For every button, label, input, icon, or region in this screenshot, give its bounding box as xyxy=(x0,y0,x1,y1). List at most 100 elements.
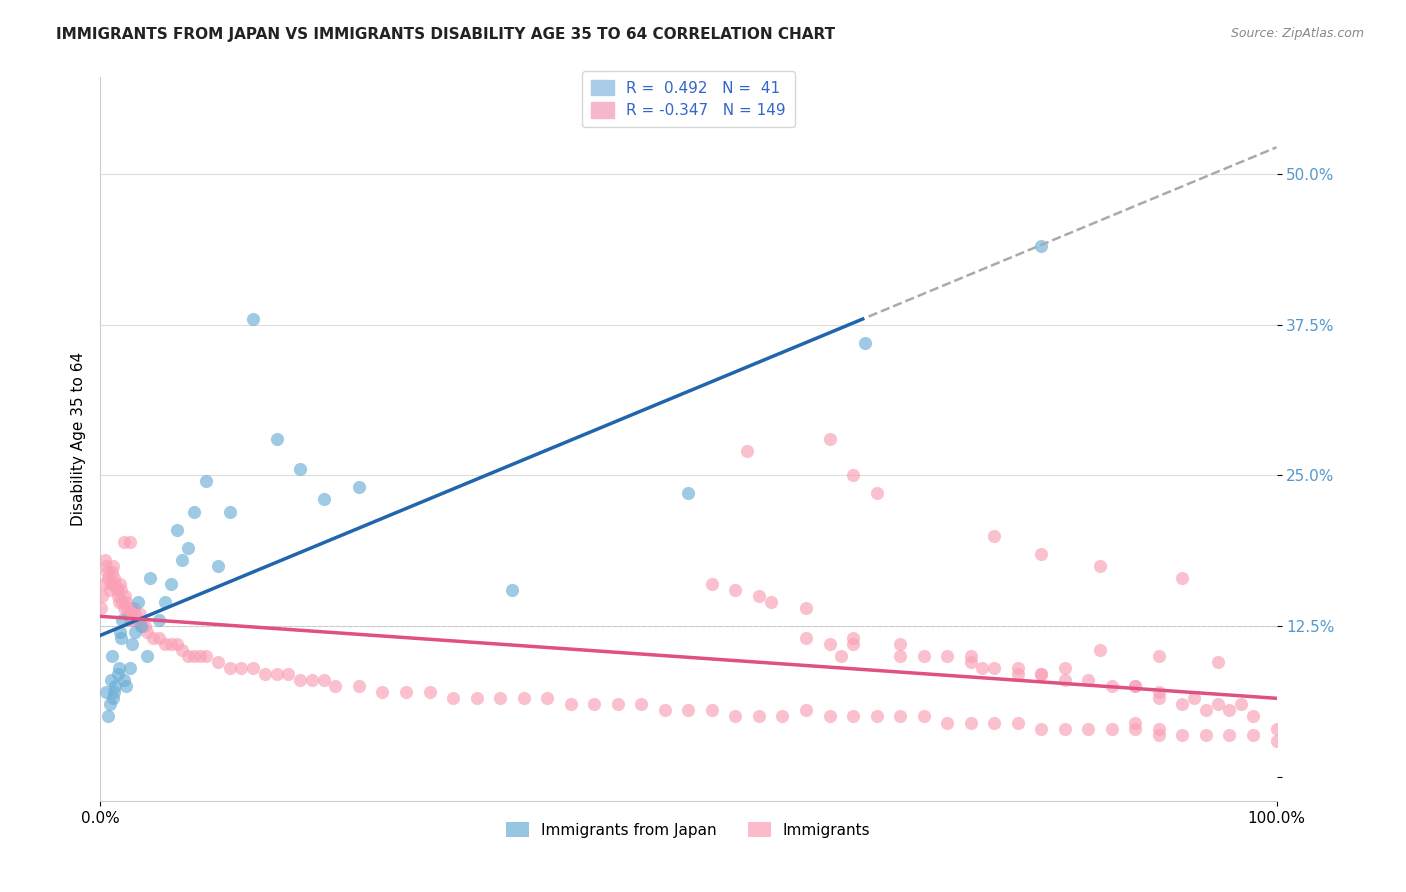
Point xyxy=(1031,667,1053,681)
Point xyxy=(266,667,288,681)
Point xyxy=(465,691,488,706)
Point xyxy=(166,523,188,537)
Point xyxy=(177,541,200,555)
Point xyxy=(91,589,114,603)
Point xyxy=(90,601,112,615)
Point xyxy=(794,703,817,717)
Point xyxy=(1125,679,1147,693)
Point xyxy=(889,649,911,664)
Point xyxy=(1031,667,1053,681)
Y-axis label: Disability Age 35 to 64: Disability Age 35 to 64 xyxy=(72,352,86,526)
Point xyxy=(112,601,135,615)
Point xyxy=(94,685,117,699)
Point xyxy=(118,661,141,675)
Point xyxy=(347,480,370,494)
Point xyxy=(253,667,276,681)
Point xyxy=(124,607,146,621)
Point xyxy=(700,703,723,717)
Text: Source: ZipAtlas.com: Source: ZipAtlas.com xyxy=(1230,27,1364,40)
Point xyxy=(153,637,176,651)
Point xyxy=(117,607,139,621)
Point xyxy=(1195,728,1218,742)
Point xyxy=(418,685,440,699)
Point xyxy=(748,709,770,723)
Point xyxy=(395,685,418,699)
Point xyxy=(371,685,394,699)
Point xyxy=(853,335,876,350)
Point xyxy=(794,601,817,615)
Point xyxy=(972,661,994,675)
Point xyxy=(97,709,120,723)
Point xyxy=(101,565,124,579)
Point xyxy=(501,582,523,597)
Point xyxy=(347,679,370,693)
Point xyxy=(231,661,253,675)
Point xyxy=(124,625,146,640)
Point xyxy=(195,649,218,664)
Point xyxy=(1031,547,1053,561)
Point xyxy=(105,582,128,597)
Point xyxy=(936,715,959,730)
Point xyxy=(842,468,865,483)
Point xyxy=(120,601,142,615)
Point xyxy=(654,703,676,717)
Point xyxy=(115,601,138,615)
Point xyxy=(108,577,131,591)
Point xyxy=(129,607,152,621)
Text: IMMIGRANTS FROM JAPAN VS IMMIGRANTS DISABILITY AGE 35 TO 64 CORRELATION CHART: IMMIGRANTS FROM JAPAN VS IMMIGRANTS DISA… xyxy=(56,27,835,42)
Point xyxy=(183,649,205,664)
Point xyxy=(536,691,558,706)
Point xyxy=(560,698,582,712)
Point xyxy=(112,673,135,688)
Point xyxy=(1007,715,1029,730)
Point xyxy=(266,432,288,446)
Point xyxy=(818,432,841,446)
Point xyxy=(818,709,841,723)
Point xyxy=(112,534,135,549)
Point xyxy=(1031,239,1053,253)
Point xyxy=(131,619,153,633)
Point xyxy=(1206,655,1229,669)
Point xyxy=(759,595,782,609)
Point xyxy=(136,625,159,640)
Point xyxy=(94,553,117,567)
Point xyxy=(959,649,981,664)
Point xyxy=(98,582,121,597)
Point xyxy=(1218,703,1240,717)
Point xyxy=(959,655,981,669)
Point xyxy=(583,698,606,712)
Point xyxy=(1265,722,1288,736)
Point xyxy=(288,462,311,476)
Point xyxy=(1206,698,1229,712)
Point xyxy=(842,631,865,645)
Point xyxy=(983,715,1005,730)
Point xyxy=(136,649,159,664)
Point xyxy=(108,661,131,675)
Point xyxy=(101,649,124,664)
Point xyxy=(630,698,652,712)
Point xyxy=(188,649,211,664)
Legend: Immigrants from Japan, Immigrants: Immigrants from Japan, Immigrants xyxy=(501,815,876,844)
Point xyxy=(98,698,121,712)
Point xyxy=(207,558,229,573)
Point xyxy=(489,691,512,706)
Point xyxy=(312,492,335,507)
Point xyxy=(100,577,122,591)
Point xyxy=(94,558,117,573)
Point xyxy=(1147,728,1170,742)
Point xyxy=(1171,698,1194,712)
Point xyxy=(172,643,194,657)
Point xyxy=(110,631,132,645)
Point xyxy=(108,625,131,640)
Point xyxy=(1182,691,1205,706)
Point xyxy=(288,673,311,688)
Point xyxy=(1147,685,1170,699)
Point xyxy=(1241,728,1264,742)
Point xyxy=(111,613,134,627)
Point xyxy=(842,709,865,723)
Point xyxy=(103,571,125,585)
Point xyxy=(1125,722,1147,736)
Point xyxy=(115,679,138,693)
Point xyxy=(1171,571,1194,585)
Point xyxy=(301,673,323,688)
